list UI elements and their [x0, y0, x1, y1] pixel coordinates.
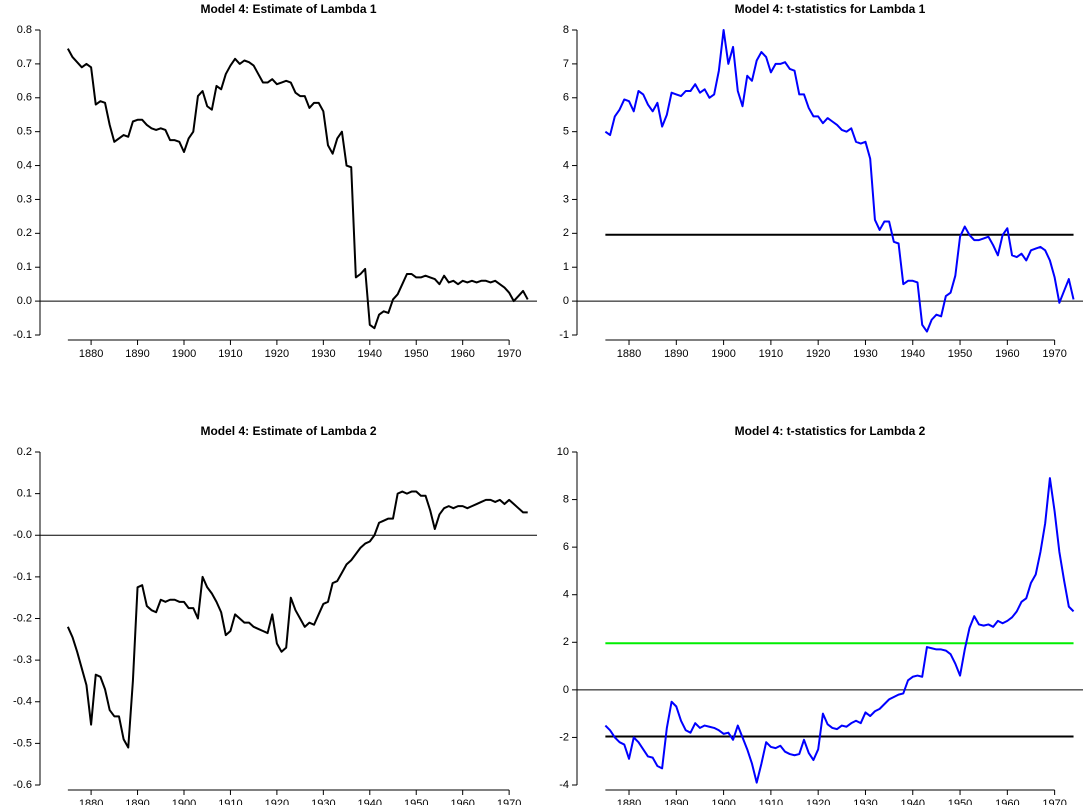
x-tick-label: 1940	[901, 798, 925, 805]
y-tick-label: 0.2	[17, 446, 32, 458]
series-line	[66, 48, 529, 330]
y-tick-label: -2	[559, 731, 569, 743]
x-tick-label: 1900	[172, 798, 196, 805]
x-tick-label: 1910	[218, 798, 242, 805]
x-tick-label: 1880	[79, 348, 103, 360]
y-tick-label: 0.2	[17, 227, 32, 239]
x-tick-label: 1930	[311, 348, 335, 360]
y-tick-label: 2	[563, 636, 569, 648]
x-tick-label: 1940	[358, 798, 382, 805]
y-tick-label: 0.8	[17, 24, 32, 36]
y-tick-label: 0.3	[17, 193, 32, 205]
x-tick-label: 1970	[1042, 348, 1066, 360]
y-tick-label: 4	[563, 159, 569, 171]
y-tick-label: 0.4	[17, 159, 32, 171]
x-tick-label: 1930	[311, 798, 335, 805]
chart-title: Model 4: t-statistics for Lambda 2	[735, 424, 926, 438]
y-tick-label: 8	[563, 493, 569, 505]
y-tick-label: 6	[563, 541, 569, 553]
y-tick-label: 8	[563, 24, 569, 36]
x-tick-label: 1950	[948, 348, 972, 360]
x-tick-label: 1940	[358, 348, 382, 360]
y-tick-label: -0.1	[13, 329, 32, 341]
x-tick-label: 1910	[759, 798, 783, 805]
y-tick-label: 4	[563, 589, 569, 601]
x-tick-label: 1920	[265, 348, 289, 360]
y-tick-label: -4	[559, 779, 569, 791]
x-tick-label: 1960	[995, 348, 1019, 360]
x-tick-label: 1940	[901, 348, 925, 360]
chart-title: Model 4: Estimate of Lambda 1	[200, 2, 376, 16]
x-tick-label: 1880	[617, 798, 641, 805]
y-tick-label: -0.0	[13, 529, 32, 541]
x-tick-label: 1960	[450, 798, 474, 805]
x-tick-label: 1920	[806, 348, 830, 360]
x-tick-label: 1900	[172, 348, 196, 360]
x-tick-label: 1950	[948, 798, 972, 805]
y-tick-label: 6	[563, 92, 569, 104]
y-tick-label: -0.1	[13, 571, 32, 583]
chart-title: Model 4: t-statistics for Lambda 1	[735, 2, 926, 16]
y-tick-label: 10	[557, 446, 569, 458]
x-tick-label: 1970	[1042, 798, 1066, 805]
x-tick-label: 1900	[711, 798, 735, 805]
y-tick-label: 0.0	[17, 295, 32, 307]
x-tick-label: 1960	[995, 798, 1019, 805]
x-tick-label: 1890	[664, 798, 688, 805]
y-tick-label: 0.1	[17, 488, 32, 500]
x-tick-label: 1930	[853, 798, 877, 805]
y-tick-label: 1	[563, 261, 569, 273]
y-tick-label: 2	[563, 227, 569, 239]
y-tick-label: -0.6	[13, 779, 32, 791]
x-tick-label: 1910	[218, 348, 242, 360]
chart-title: Model 4: Estimate of Lambda 2	[200, 424, 376, 438]
y-tick-label: 0.5	[17, 126, 32, 138]
x-tick-label: 1970	[497, 798, 521, 805]
y-tick-label: -0.3	[13, 654, 32, 666]
x-tick-label: 1960	[450, 348, 474, 360]
x-tick-label: 1880	[617, 348, 641, 360]
series-line	[66, 490, 528, 749]
y-tick-label: -0.2	[13, 612, 32, 624]
x-tick-label: 1900	[711, 348, 735, 360]
y-tick-label: -1	[559, 329, 569, 341]
y-tick-label: 7	[563, 58, 569, 70]
x-tick-label: 1930	[853, 348, 877, 360]
x-tick-label: 1880	[79, 798, 103, 805]
y-tick-label: 0.6	[17, 92, 32, 104]
y-tick-label: -0.4	[13, 696, 32, 708]
series-line	[604, 477, 1075, 784]
y-tick-label: 3	[563, 193, 569, 205]
x-tick-label: 1920	[806, 798, 830, 805]
y-tick-label: -0.5	[13, 737, 32, 749]
y-tick-label: 5	[563, 126, 569, 138]
y-tick-label: 0	[563, 295, 569, 307]
y-tick-label: 0	[563, 684, 569, 696]
x-tick-label: 1920	[265, 798, 289, 805]
x-tick-label: 1890	[125, 798, 149, 805]
y-tick-label: 0.1	[17, 261, 32, 273]
y-tick-label: 0.7	[17, 58, 32, 70]
x-tick-label: 1890	[664, 348, 688, 360]
x-tick-label: 1950	[404, 798, 428, 805]
x-tick-label: 1950	[404, 348, 428, 360]
x-tick-label: 1970	[497, 348, 521, 360]
x-tick-label: 1910	[759, 348, 783, 360]
x-tick-label: 1890	[125, 348, 149, 360]
series-line	[604, 29, 1075, 333]
